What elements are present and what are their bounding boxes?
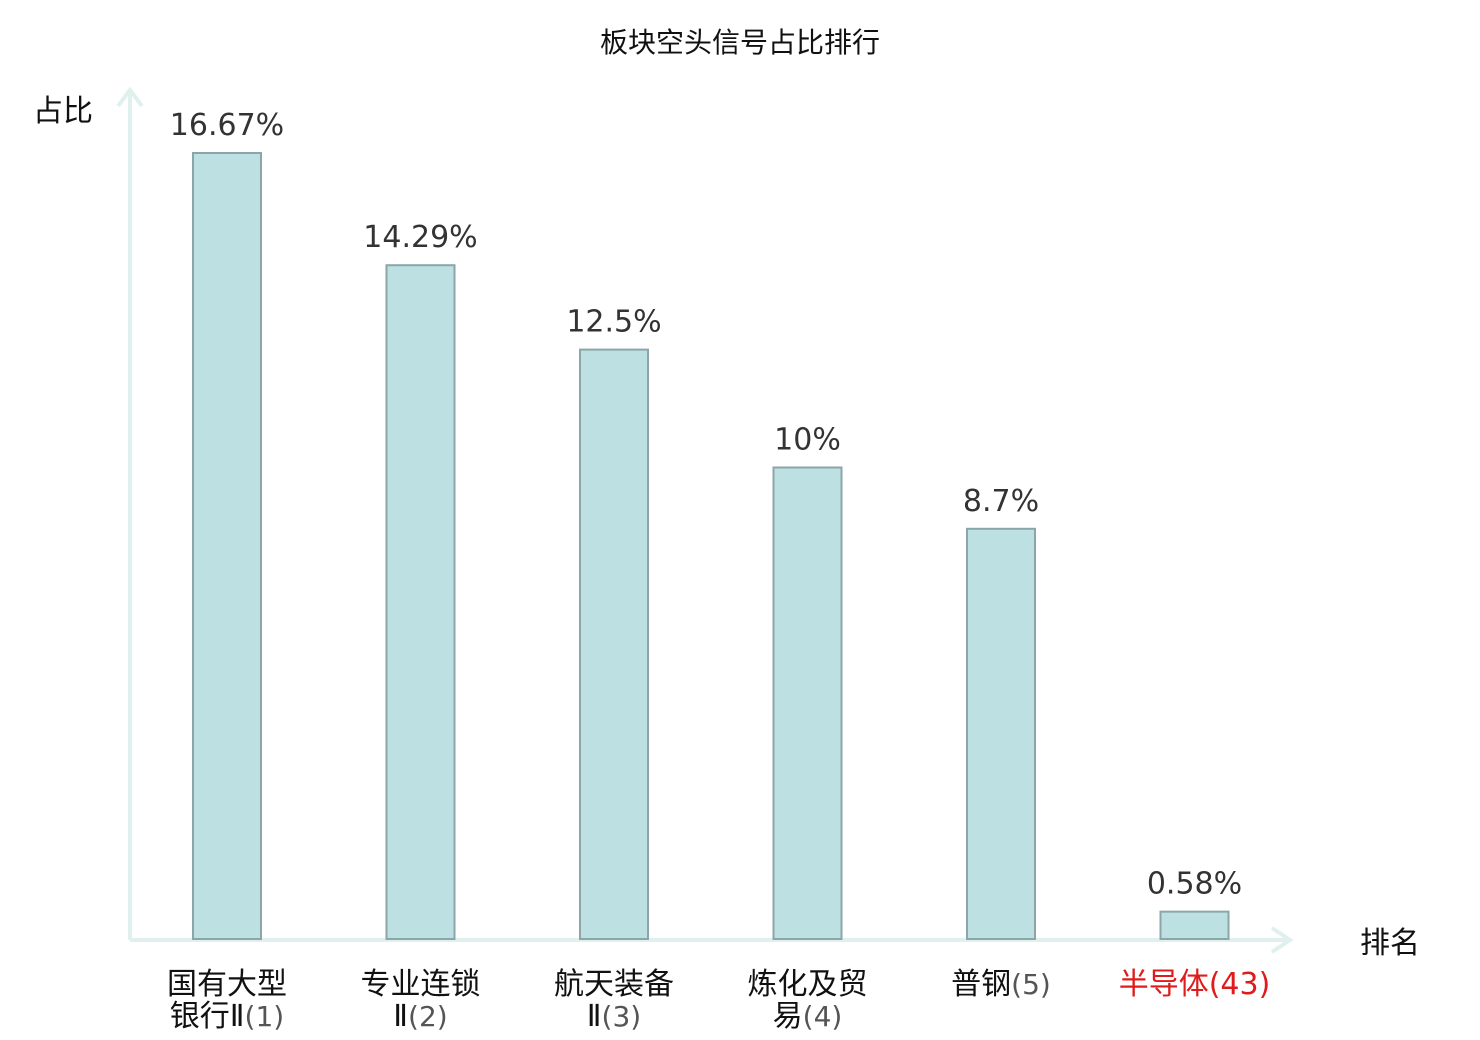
x-axis-label: 排名	[1360, 926, 1420, 961]
value-label-5: 8.7%	[963, 484, 1039, 519]
value-label-3: 12.5%	[566, 305, 661, 340]
category-label-2: 专业连锁 Ⅱ(2)	[361, 967, 481, 1034]
rank-label: (5)	[1011, 968, 1051, 1001]
bar-1	[192, 152, 262, 940]
rank-label: (43)	[1209, 967, 1271, 1002]
rank-label: (2)	[408, 1000, 448, 1033]
value-label-4: 10%	[774, 422, 841, 457]
category-line: 专业连锁	[361, 967, 481, 1002]
bar-2	[385, 264, 456, 940]
category-label-5: 普钢(5)	[951, 967, 1051, 1002]
category-line: 航天装备	[554, 967, 674, 1002]
category-label-3: 航天装备 Ⅱ(3)	[554, 967, 674, 1034]
y-axis-label: 占比	[33, 94, 93, 129]
category-label-6: 半导体(43)	[1119, 967, 1271, 1002]
rank-label: (4)	[803, 1000, 843, 1033]
category-label-4: 炼化及贸易(4)	[748, 967, 868, 1034]
category-label-1: 国有大型银行Ⅱ(1)	[167, 967, 287, 1034]
rank-label: (1)	[245, 1000, 285, 1033]
category-line: 普钢	[951, 967, 1011, 1002]
bar-5	[966, 527, 1036, 940]
value-label-6: 0.58%	[1147, 867, 1242, 902]
value-label-1: 16.67%	[170, 108, 284, 143]
value-label-2: 14.29%	[363, 220, 477, 255]
bar-6	[1159, 910, 1230, 940]
category-line: 国有大型	[167, 967, 287, 1002]
rank-label: (3)	[602, 1000, 642, 1033]
category-line: 银行Ⅱ	[170, 999, 245, 1034]
x-axis	[130, 926, 1294, 954]
bar-4	[772, 466, 843, 940]
category-line: Ⅱ	[587, 999, 602, 1034]
category-line: 半导体	[1119, 967, 1209, 1002]
category-line: 炼化及贸	[748, 967, 868, 1002]
bars-group: 16.67%国有大型银行Ⅱ(1)14.29%专业连锁 Ⅱ(2)12.5%航天装备 Ⅱ…	[167, 108, 1270, 1034]
y-axis	[116, 86, 144, 940]
category-line: 易	[773, 999, 803, 1034]
category-line: Ⅱ	[393, 999, 408, 1034]
bar-3	[579, 348, 649, 941]
chart-title: 板块空头信号占比排行	[600, 26, 880, 59]
